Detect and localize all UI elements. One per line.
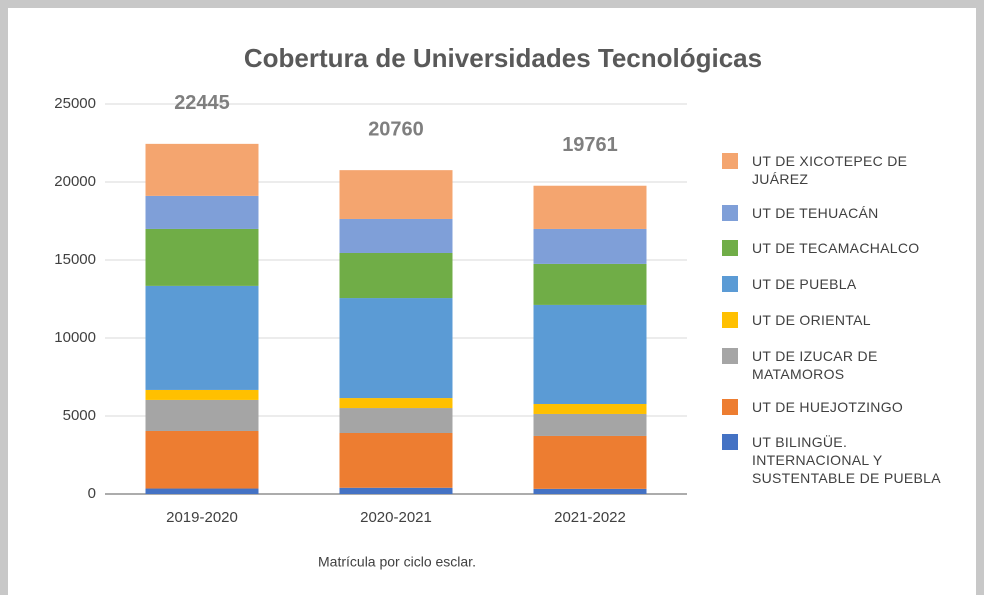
legend-item: UT DE PUEBLA (722, 275, 952, 293)
bar-segment (533, 413, 647, 436)
legend-swatch (722, 240, 738, 256)
bar-segment (533, 185, 647, 229)
bar-segment (145, 399, 259, 431)
legend-swatch (722, 399, 738, 415)
legend-item: UT BILINGÜE. INTERNACIONAL Y SUSTENTABLE… (722, 433, 952, 487)
bar-segment (339, 252, 453, 299)
chart-title: Cobertura de Universidades Tecnológicas (244, 43, 762, 73)
bar-segment (533, 263, 647, 305)
bar-segment (339, 487, 453, 494)
x-tick-label: 2020-2021 (360, 509, 432, 526)
bar-segment (339, 170, 453, 219)
x-tick-label: 2021-2022 (554, 509, 626, 526)
bar-segment (339, 408, 453, 434)
bar-segment (145, 430, 259, 489)
legend-item: UT DE TECAMACHALCO (722, 239, 952, 257)
bar-segment (533, 488, 647, 494)
legend-item: UT DE TEHUACÁN (722, 204, 952, 222)
legend-label: UT DE IZUCAR DE MATAMOROS (752, 348, 878, 382)
bar-segment (339, 218, 453, 253)
bar-segment (533, 228, 647, 264)
legend-item: UT DE XICOTEPEC DE JUÁREZ (722, 152, 952, 188)
y-tick-label: 20000 (54, 173, 96, 190)
bar-segment (339, 298, 453, 399)
legend-label: UT DE HUEJOTZINGO (752, 399, 904, 415)
legend-label: UT DE PUEBLA (752, 276, 857, 292)
y-tick-label: 5000 (63, 407, 96, 424)
bar-segment (339, 398, 453, 409)
total-label: 20760 (368, 118, 424, 140)
legend-item: UT DE IZUCAR DE MATAMOROS (722, 347, 952, 383)
y-tick-label: 25000 (54, 95, 96, 112)
legend-label: UT DE ORIENTAL (752, 312, 871, 328)
y-tick-label: 10000 (54, 329, 96, 346)
legend-item: UT DE HUEJOTZINGO (722, 398, 952, 416)
legend-swatch (722, 153, 738, 169)
chart-frame: Cobertura de Universidades Tecnológicas … (8, 8, 976, 595)
bar-segment (145, 488, 259, 494)
legend-swatch (722, 434, 738, 450)
total-label: 19761 (562, 134, 618, 156)
legend-item: UT DE ORIENTAL (722, 311, 952, 329)
bar-segment (339, 433, 453, 488)
legend-label: UT DE XICOTEPEC DE JUÁREZ (752, 153, 908, 187)
legend-swatch (722, 312, 738, 328)
bar-segment (145, 389, 259, 400)
legend-swatch (722, 205, 738, 221)
y-tick-label: 0 (88, 485, 96, 502)
x-tick-label: 2019-2020 (166, 509, 238, 526)
bar-segment (533, 435, 647, 489)
bar-segment (145, 285, 259, 390)
bar-segment (533, 304, 647, 404)
x-axis-title: Matrícula por ciclo esclar. (318, 554, 476, 570)
total-label: 22445 (174, 92, 230, 114)
legend-swatch (722, 348, 738, 364)
legend-label: UT BILINGÜE. INTERNACIONAL Y SUSTENTABLE… (752, 434, 941, 486)
y-tick-label: 15000 (54, 251, 96, 268)
bar-segment (145, 195, 259, 229)
bar-segment (145, 228, 259, 286)
legend-label: UT DE TECAMACHALCO (752, 240, 920, 256)
legend-label: UT DE TEHUACÁN (752, 205, 879, 221)
bar-segment (533, 403, 647, 414)
chart: Cobertura de Universidades Tecnológicas … (54, 43, 762, 570)
bar-segment (145, 143, 259, 196)
legend-swatch (722, 276, 738, 292)
